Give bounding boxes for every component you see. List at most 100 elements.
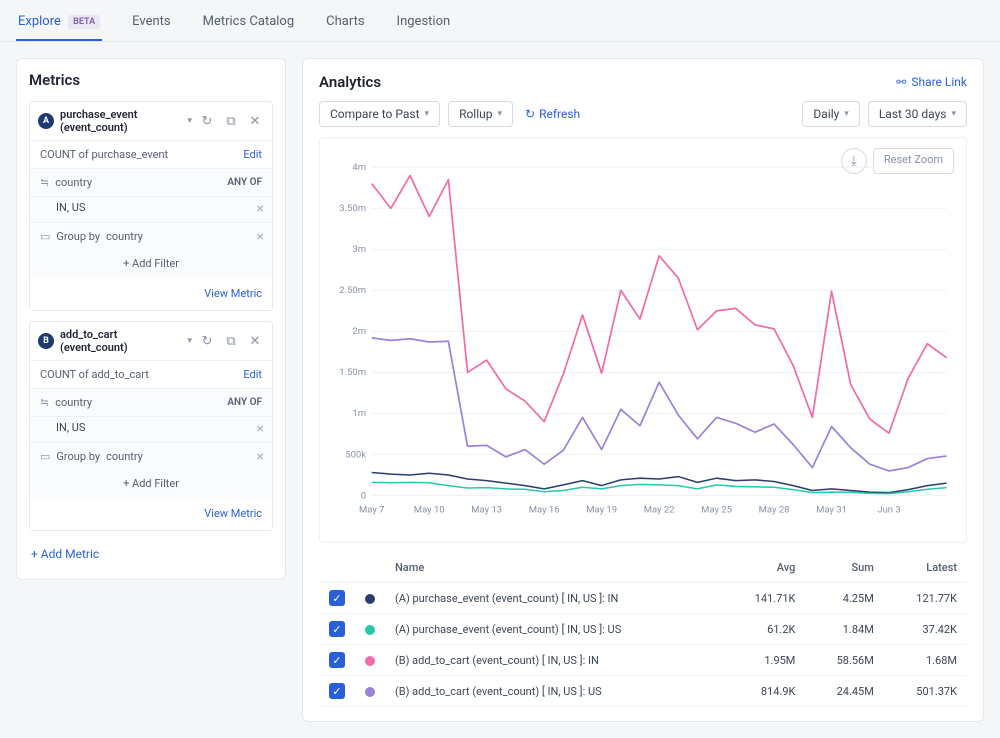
col-avg: Avg xyxy=(722,553,805,583)
line-chart[interactable]: 0500k1m1.50m2m2.50m3m3.50m4mMay 7May 10M… xyxy=(330,148,956,528)
svg-text:May 19: May 19 xyxy=(586,505,617,516)
top-nav: Explore BETA Events Metrics Catalog Char… xyxy=(0,0,1000,42)
reset-zoom-button[interactable]: Reset Zoom xyxy=(873,148,954,174)
group-by-value[interactable]: country xyxy=(106,450,143,463)
svg-text:May 31: May 31 xyxy=(816,505,847,516)
series-avg: 61.2K xyxy=(722,614,805,645)
edit-link[interactable]: Edit xyxy=(243,368,262,381)
series-checkbox[interactable]: ✓ xyxy=(329,590,345,606)
metrics-panel: Metrics A purchase_event (event_count) ▾… xyxy=(16,58,286,580)
analytics-toolbar: Compare to Past ▾ Rollup ▾ ↻ Refresh Dai… xyxy=(319,101,967,127)
series-name: (A) purchase_event (event_count) [ IN, U… xyxy=(385,583,722,614)
series-latest: 121.77K xyxy=(884,583,967,614)
metrics-title: Metrics xyxy=(29,71,273,89)
group-by-value[interactable]: country xyxy=(106,230,143,243)
svg-text:May 22: May 22 xyxy=(644,505,675,516)
table-row[interactable]: ✓ (B) add_to_cart (event_count) [ IN, US… xyxy=(319,645,967,676)
filter-icon: ≒ xyxy=(40,396,49,409)
series-color-dot xyxy=(365,687,375,697)
series-avg: 1.95M xyxy=(722,645,805,676)
tab-metrics-catalog[interactable]: Metrics Catalog xyxy=(201,8,297,41)
add-filter-button[interactable]: + Add Filter xyxy=(30,250,272,277)
svg-text:2m: 2m xyxy=(352,326,366,337)
svg-text:May 16: May 16 xyxy=(529,505,560,516)
svg-text:May 10: May 10 xyxy=(414,505,445,516)
series-color-dot xyxy=(365,594,375,604)
edit-link[interactable]: Edit xyxy=(243,148,262,161)
view-metric-link[interactable]: View Metric xyxy=(30,497,272,530)
tab-ingestion[interactable]: Ingestion xyxy=(395,8,453,41)
remove-filter-icon[interactable]: × xyxy=(257,201,264,217)
remove-group-icon[interactable]: × xyxy=(257,229,264,245)
tab-label: Explore xyxy=(18,14,61,29)
tab-events[interactable]: Events xyxy=(130,8,172,41)
compare-to-past-button[interactable]: Compare to Past ▾ xyxy=(319,101,440,127)
series-checkbox[interactable]: ✓ xyxy=(329,621,345,637)
series-checkbox[interactable]: ✓ xyxy=(329,683,345,699)
series-checkbox[interactable]: ✓ xyxy=(329,652,345,668)
refresh-icon[interactable]: ↻ xyxy=(198,332,216,350)
metric-header[interactable]: A purchase_event (event_count) ▾ ↻ ⧉ ✕ xyxy=(30,102,272,141)
close-icon[interactable]: ✕ xyxy=(246,112,264,130)
series-sum: 58.56M xyxy=(805,645,883,676)
rollup-button[interactable]: Rollup ▾ xyxy=(448,101,513,127)
metric-header[interactable]: B add_to_cart (event_count) ▾ ↻ ⧉ ✕ xyxy=(30,322,272,361)
chevron-down-icon: ▾ xyxy=(844,109,849,119)
svg-text:2.50m: 2.50m xyxy=(339,285,366,296)
series-latest: 501.37K xyxy=(884,676,967,707)
group-by-label: Group by xyxy=(56,450,100,463)
filter-field[interactable]: country xyxy=(55,396,92,409)
table-row[interactable]: ✓ (A) purchase_event (event_count) [ IN,… xyxy=(319,583,967,614)
tab-explore[interactable]: Explore BETA xyxy=(16,8,102,41)
table-row[interactable]: ✓ (B) add_to_cart (event_count) [ IN, US… xyxy=(319,676,967,707)
tab-label: Metrics Catalog xyxy=(203,14,295,29)
tab-charts[interactable]: Charts xyxy=(324,8,366,41)
add-metric-button[interactable]: + Add Metric xyxy=(29,541,101,567)
close-icon[interactable]: ✕ xyxy=(246,332,264,350)
copy-icon[interactable]: ⧉ xyxy=(222,332,240,350)
chevron-down-icon[interactable]: ▾ xyxy=(187,116,192,126)
link-icon: ⚯ xyxy=(896,75,906,89)
view-metric-link[interactable]: View Metric xyxy=(30,277,272,310)
series-avg: 814.9K xyxy=(722,676,805,707)
tab-label: Charts xyxy=(326,14,364,29)
remove-filter-icon[interactable]: × xyxy=(257,421,264,437)
download-button[interactable]: ⤓ xyxy=(841,148,867,174)
metric-card-b: B add_to_cart (event_count) ▾ ↻ ⧉ ✕ COUN… xyxy=(29,321,273,531)
add-filter-button[interactable]: + Add Filter xyxy=(30,470,272,497)
series-name: (B) add_to_cart (event_count) [ IN, US ]… xyxy=(385,645,722,676)
refresh-button[interactable]: ↻ Refresh xyxy=(525,107,580,121)
series-name: (B) add_to_cart (event_count) [ IN, US ]… xyxy=(385,676,722,707)
series-avg: 141.71K xyxy=(722,583,805,614)
chevron-down-icon[interactable]: ▾ xyxy=(187,336,192,346)
series-color-dot xyxy=(365,625,375,635)
filter-field[interactable]: country xyxy=(55,176,92,189)
refresh-icon[interactable]: ↻ xyxy=(198,112,216,130)
filter-value[interactable]: IN, US xyxy=(56,201,85,214)
copy-icon[interactable]: ⧉ xyxy=(222,112,240,130)
table-row[interactable]: ✓ (A) purchase_event (event_count) [ IN,… xyxy=(319,614,967,645)
svg-text:Jun 3: Jun 3 xyxy=(877,505,900,516)
count-text: COUNT of purchase_event xyxy=(40,148,168,161)
series-sum: 4.25M xyxy=(805,583,883,614)
daily-dropdown[interactable]: Daily ▾ xyxy=(802,101,859,127)
metric-badge: B xyxy=(38,333,54,349)
analytics-title: Analytics xyxy=(319,73,381,91)
refresh-icon: ↻ xyxy=(525,107,535,121)
metric-name: add_to_cart (event_count) xyxy=(60,328,181,354)
metric-card-a: A purchase_event (event_count) ▾ ↻ ⧉ ✕ C… xyxy=(29,101,273,311)
svg-text:3.50m: 3.50m xyxy=(339,203,366,214)
svg-text:May 13: May 13 xyxy=(471,505,502,516)
svg-text:May 28: May 28 xyxy=(759,505,790,516)
col-sum: Sum xyxy=(805,553,883,583)
tab-label: Events xyxy=(132,14,170,29)
date-range-dropdown[interactable]: Last 30 days ▾ xyxy=(868,101,967,127)
filter-icon: ≒ xyxy=(40,176,49,189)
remove-group-icon[interactable]: × xyxy=(257,449,264,465)
filter-condition: ANY OF xyxy=(227,177,262,188)
chevron-down-icon: ▾ xyxy=(498,109,503,119)
filter-value[interactable]: IN, US xyxy=(56,421,85,434)
analytics-content: Analytics ⚯ Share Link Compare to Past ▾… xyxy=(302,58,984,722)
col-latest: Latest xyxy=(884,553,967,583)
share-link-button[interactable]: ⚯ Share Link xyxy=(896,75,967,89)
